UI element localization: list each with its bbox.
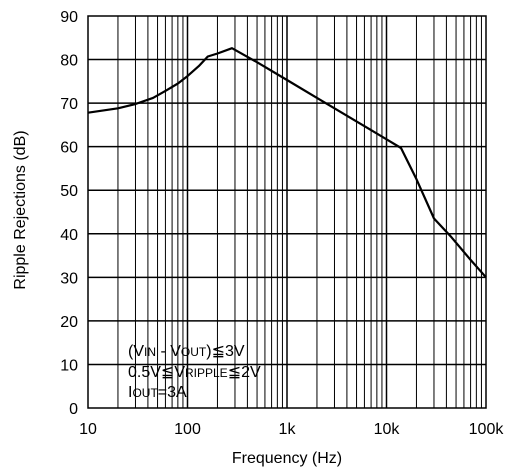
- series-line-ripple-rejection: [87, 47, 487, 279]
- x-tick-label: 100: [174, 421, 201, 438]
- y-tick-label: 40: [60, 227, 78, 244]
- annotation-line2-post: ≦2V: [228, 364, 261, 381]
- y-tick-label: 60: [60, 140, 78, 157]
- annotation-line-vin-vout: (VIN - VOUT)≦3V: [128, 343, 245, 360]
- annotation-line-iout: IOUT=3A: [128, 384, 187, 401]
- annotation-line1-open: (V: [128, 343, 144, 360]
- y-tick-label: 50: [60, 183, 78, 200]
- annotation-line-vripple: 0.5V≦VRIPPLE≦2V: [128, 364, 261, 381]
- x-tick-label: 10k: [374, 421, 401, 438]
- y-tick-label: 10: [60, 357, 78, 374]
- x-tick-label: 1k: [279, 421, 297, 438]
- annotation-line2-pre: 0.5V≦V: [128, 364, 185, 381]
- plot-frame: [87, 15, 487, 409]
- annotation-line2-sub: RIPPLE: [185, 366, 228, 380]
- x-tick-label: 100k: [469, 421, 505, 438]
- y-tick-label: 90: [60, 9, 78, 26]
- y-tick-label: 30: [60, 270, 78, 287]
- y-tick-label: 70: [60, 96, 78, 113]
- annotation-line3-sub: OUT: [132, 386, 158, 400]
- annotation-line1-sub-out: OUT: [181, 345, 207, 359]
- x-tick-label: 10: [79, 421, 97, 438]
- annotation-line3-pre: I: [128, 384, 132, 401]
- y-axis-label: Ripple Rejections (dB): [12, 130, 29, 289]
- y-tick-label: 20: [60, 314, 78, 331]
- conditions-annotation: (VIN - VOUT)≦3V 0.5V≦VRIPPLE≦2V IOUT=3A: [128, 343, 261, 401]
- x-axis-label: Frequency (Hz): [232, 450, 342, 467]
- y-tick-label: 0: [69, 401, 78, 418]
- y-tick-label: 80: [60, 53, 78, 70]
- annotation-line1-close: )≦3V: [206, 343, 245, 360]
- grid: [88, 16, 486, 408]
- annotation-line1-sub-in: IN: [144, 345, 156, 359]
- annotation-line3-post: =3A: [158, 384, 187, 401]
- annotation-line1-mid: - V: [156, 343, 181, 360]
